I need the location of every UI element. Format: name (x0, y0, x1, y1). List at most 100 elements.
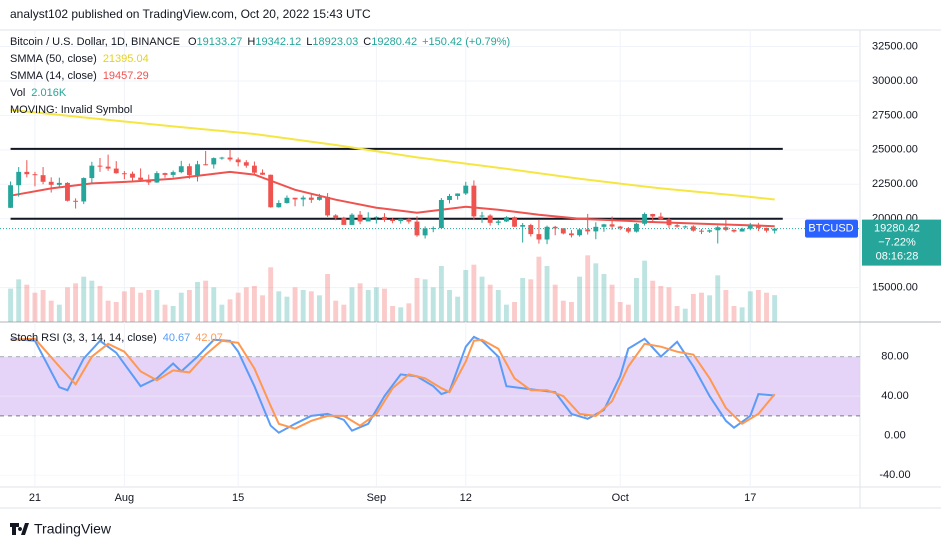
candle-body (447, 195, 452, 200)
candle-body (406, 218, 412, 222)
header: analyst102 published on TradingView.com,… (10, 7, 371, 21)
moving-legend: MOVING: Invalid Symbol (10, 104, 132, 116)
candle-body (593, 226, 599, 232)
volume-bar (170, 306, 176, 322)
volume-bar (308, 291, 314, 322)
volume-bar (8, 288, 14, 322)
candle-body (186, 166, 192, 176)
volume-bar (121, 291, 127, 322)
candle-body (146, 179, 152, 183)
x-tick-label: 21 (29, 492, 41, 504)
candle-body (284, 197, 290, 203)
candle-body (495, 221, 501, 223)
volume-bar (414, 278, 420, 322)
volume-bar (723, 290, 729, 322)
volume-bar (373, 287, 379, 322)
y-tick-label: 32500.00 (872, 40, 918, 52)
symbol: Bitcoin / U.S. Dollar, 1D, BINANCE (10, 36, 180, 48)
candle-body (601, 224, 607, 227)
candle-body (390, 219, 396, 222)
volume-bar (455, 296, 461, 322)
candle-body (211, 158, 217, 165)
volume-bar (690, 294, 696, 322)
volume-bar (300, 290, 306, 322)
smma14-legend: SMMA (14, close) 19457.29 (10, 70, 149, 82)
change: +150.42 (+0.79%) (422, 36, 510, 48)
candle-body (755, 224, 761, 228)
volume-bar (268, 267, 274, 322)
volume-bar (251, 286, 257, 322)
candle-body (585, 229, 591, 232)
volume-bar (178, 292, 184, 322)
candle-body (162, 173, 168, 175)
volume-bar (552, 284, 558, 322)
labels: Bitcoin / U.S. Dollar, 1D, BINANCE O19133… (10, 36, 941, 504)
volume-bar (24, 284, 30, 322)
volume-bar (333, 300, 339, 322)
y-tick-label: 25000.00 (872, 144, 918, 156)
price-tag-box (862, 219, 941, 266)
candle-body (268, 174, 274, 208)
volume-bar (577, 276, 583, 322)
candle-body (414, 221, 420, 236)
candle-body (365, 218, 371, 222)
candle-body (772, 228, 778, 231)
candle-body (130, 173, 135, 178)
volume-bar (747, 291, 753, 322)
volume-bar (487, 284, 493, 322)
y-tick-label: 22500.00 (872, 178, 918, 190)
candle-body (666, 219, 672, 226)
volume-bar (764, 292, 769, 322)
volume-bar (544, 266, 550, 322)
volume-bar (154, 290, 160, 322)
candle-body (398, 218, 404, 222)
volume-bar (317, 295, 322, 322)
candle-body (260, 172, 265, 175)
candle-body (723, 227, 729, 230)
x-tick-label: Oct (612, 492, 629, 504)
candle-body (317, 196, 322, 200)
volume-bar (32, 292, 38, 322)
candle-body (16, 171, 22, 186)
volume-bar (625, 304, 631, 322)
candle-body (357, 214, 363, 222)
candle-body (341, 218, 347, 225)
open-value: 19133.27 (197, 36, 243, 48)
volume-bar (650, 280, 656, 322)
x-tick-label: Aug (115, 492, 135, 504)
volume-bar (186, 290, 192, 322)
candle-body (56, 182, 62, 185)
candle-body (536, 234, 542, 240)
candle-body (8, 185, 14, 208)
volume-bar (203, 280, 209, 322)
candle-body (235, 159, 241, 163)
stoch-tick-label: 40.00 (881, 390, 909, 402)
volume-bar (463, 270, 469, 322)
volume-bar (560, 300, 566, 322)
volume-bar (666, 287, 672, 322)
volume-bar (138, 292, 144, 322)
volume-bar (739, 307, 745, 322)
x-tick-label: Sep (367, 492, 387, 504)
candle-body (764, 227, 769, 231)
low-value: 18923.03 (312, 36, 358, 48)
candle-body (479, 215, 485, 217)
high-prefix: H (247, 36, 255, 48)
x-tick-label: 12 (460, 492, 472, 504)
volume-bar (479, 276, 485, 322)
close-value: 19280.42 (371, 36, 417, 48)
candle-body (300, 197, 306, 200)
symbol-tag-box (805, 219, 858, 238)
y-tick-label: 30000.00 (872, 75, 918, 87)
volume-bar (73, 283, 79, 322)
volume-bar (292, 287, 298, 322)
smma14-name: SMMA (14, close) (10, 70, 97, 82)
candle-body (487, 215, 493, 223)
candle-body (528, 225, 534, 235)
volume-bar (243, 287, 249, 322)
volume-bar (349, 287, 355, 322)
candle-body (731, 229, 737, 232)
volume-bar (398, 307, 404, 322)
